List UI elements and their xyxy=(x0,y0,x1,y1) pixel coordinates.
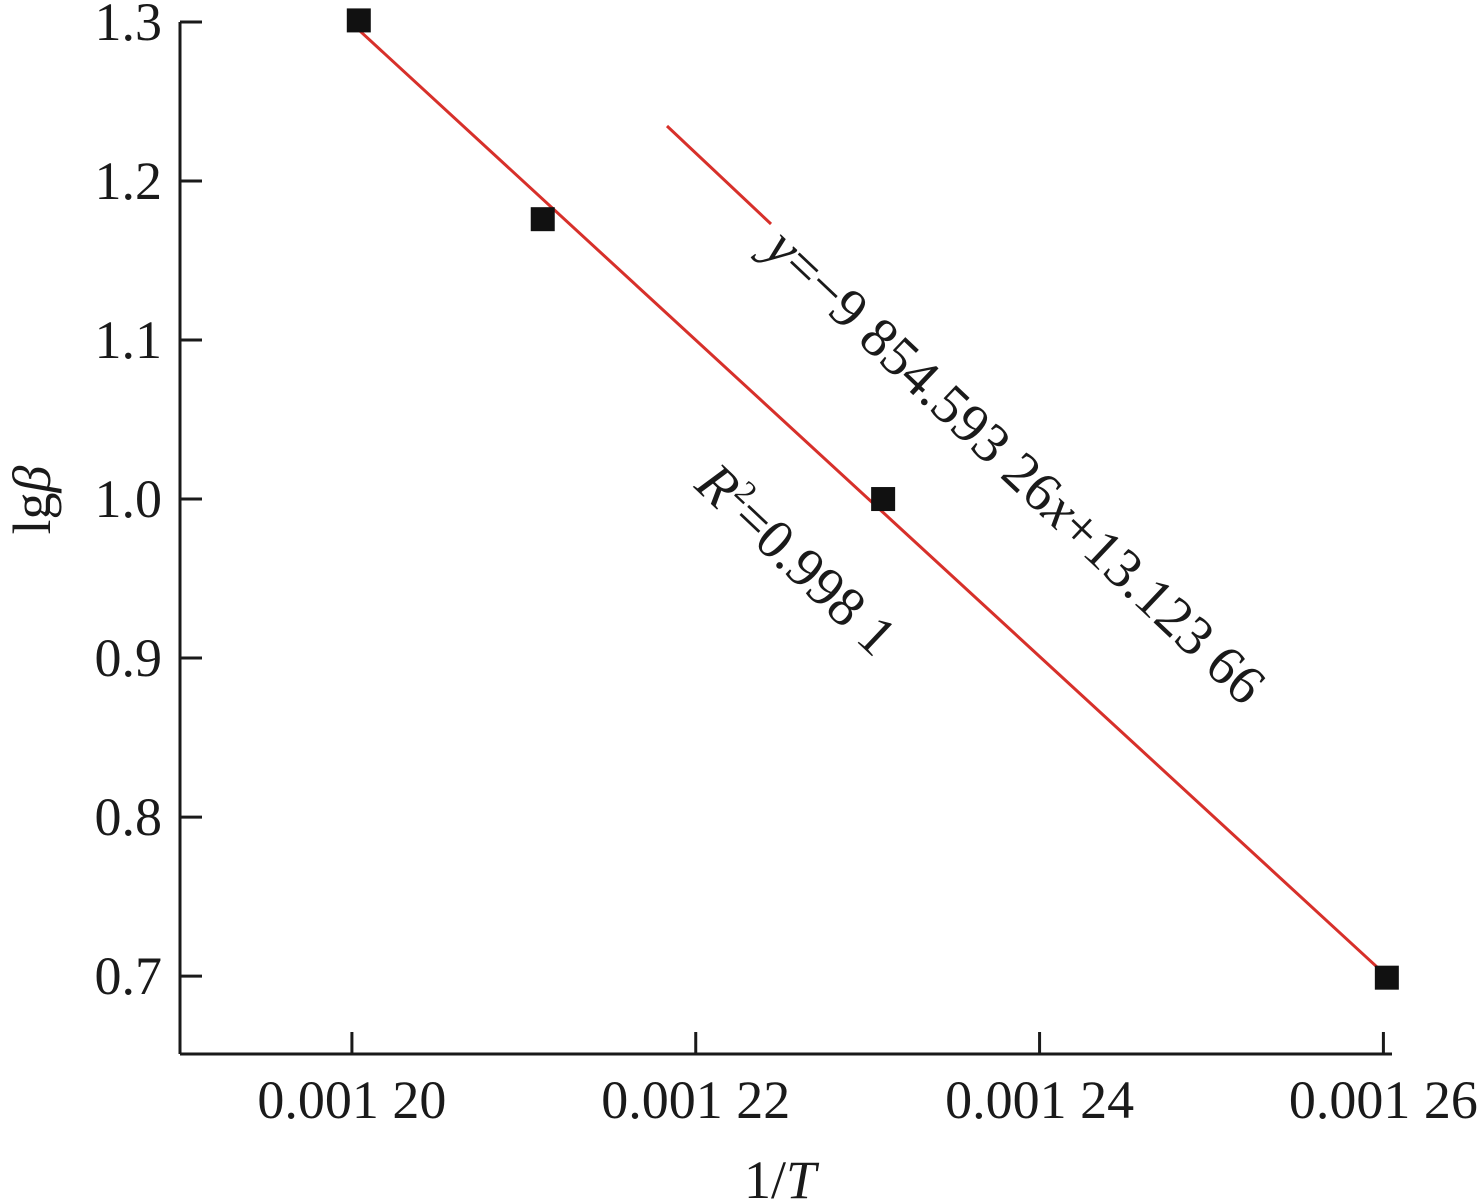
x-tick-label: 0.001 24 xyxy=(945,1070,1134,1130)
y-ticks: 0.7 0.8 0.9 1.0 1.1 1.2 1.3 xyxy=(95,0,202,1006)
equation-leader-line xyxy=(665,124,773,226)
y-tick-label: 1.1 xyxy=(95,310,163,370)
x-ticks: 0.001 20 0.001 22 0.001 24 0.001 26 xyxy=(257,1032,1478,1130)
data-points xyxy=(346,8,1399,990)
equation-annotation: y=−9 854.593 26x+13.123 66 xyxy=(749,213,1277,717)
data-point xyxy=(1374,965,1399,990)
axes xyxy=(178,22,1392,1056)
y-tick-label: 0.7 xyxy=(95,946,163,1006)
y-tick-label: 0.9 xyxy=(95,628,163,688)
y-tick-label: 0.8 xyxy=(95,787,163,847)
x-tick-label: 0.001 26 xyxy=(1289,1070,1478,1130)
y-tick-label: 1.2 xyxy=(95,151,163,211)
y-axis-title: lgβ xyxy=(2,465,62,534)
x-tick-label: 0.001 20 xyxy=(257,1070,446,1130)
data-point xyxy=(871,487,896,512)
data-point xyxy=(530,207,555,232)
r-squared-annotation: R2=0.998 1 xyxy=(683,449,909,668)
data-point xyxy=(346,8,371,33)
y-tick-label: 1.0 xyxy=(95,469,163,529)
y-tick-label: 1.3 xyxy=(95,0,163,52)
x-axis-title: 1/T xyxy=(744,1150,820,1204)
x-tick-label: 0.001 22 xyxy=(601,1070,790,1130)
